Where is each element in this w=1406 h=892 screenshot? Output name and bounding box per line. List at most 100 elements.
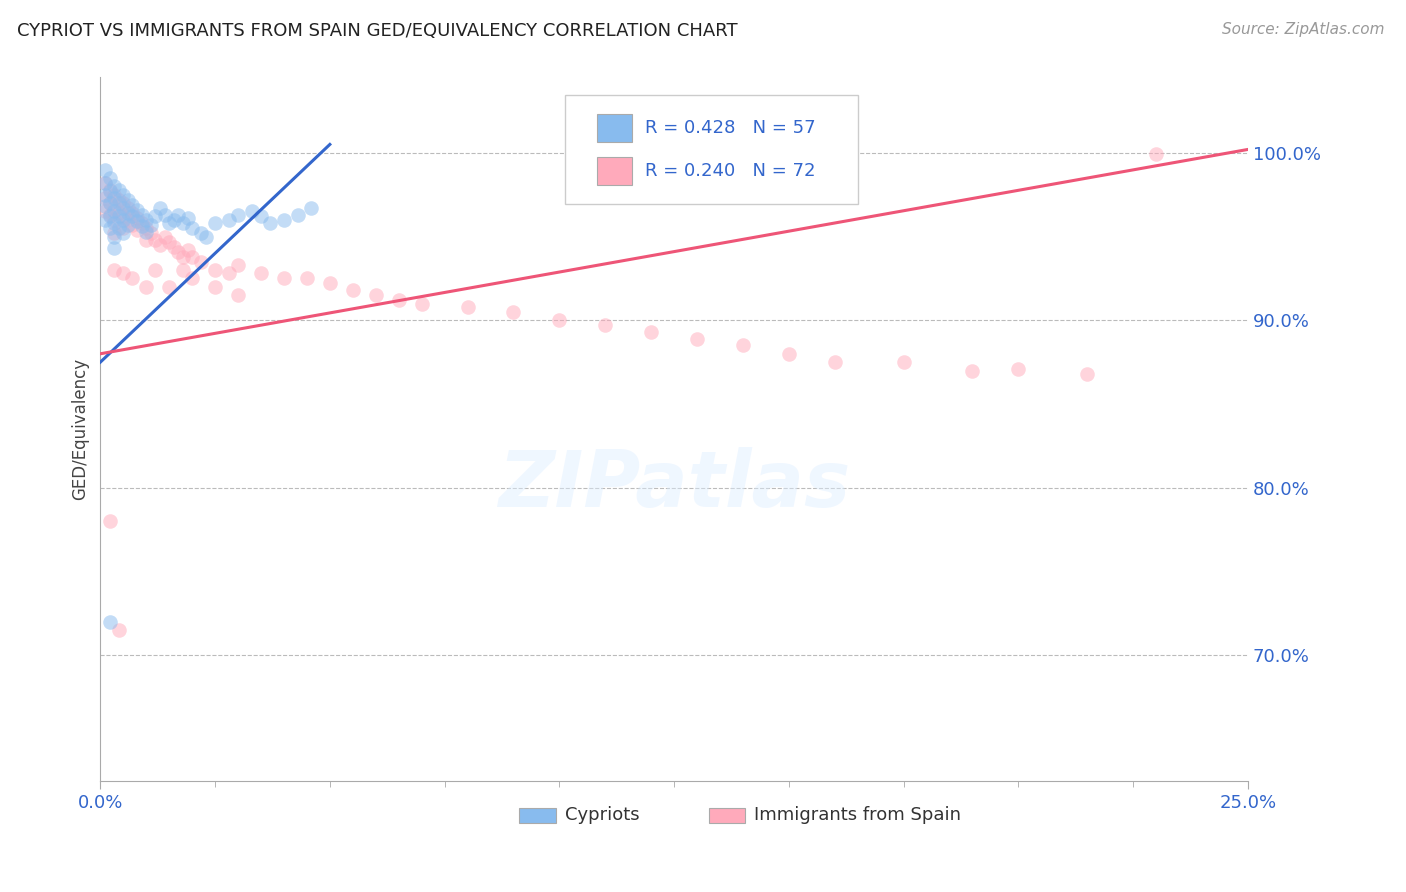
Point xyxy=(319,277,342,291)
Point xyxy=(139,226,162,240)
Point xyxy=(98,184,121,198)
Point xyxy=(686,332,709,346)
Point xyxy=(117,193,139,207)
Point xyxy=(824,355,846,369)
Point xyxy=(107,196,129,211)
Point xyxy=(135,233,157,247)
Point xyxy=(731,338,754,352)
Point xyxy=(125,202,148,217)
Point xyxy=(117,201,139,215)
FancyBboxPatch shape xyxy=(565,95,858,204)
Point xyxy=(157,216,180,230)
Point xyxy=(204,216,226,230)
Point xyxy=(121,210,143,224)
Point xyxy=(181,221,204,235)
Point xyxy=(112,266,135,280)
Point xyxy=(145,210,167,224)
Point xyxy=(364,288,387,302)
Point xyxy=(107,183,129,197)
Point xyxy=(226,288,249,302)
Point xyxy=(103,226,125,240)
Point xyxy=(593,318,616,333)
Point xyxy=(112,196,135,211)
Point xyxy=(121,271,143,285)
Point xyxy=(1144,147,1167,161)
Point xyxy=(194,229,217,244)
Point xyxy=(103,216,125,230)
FancyBboxPatch shape xyxy=(519,807,555,823)
Point xyxy=(204,263,226,277)
Point xyxy=(163,239,186,253)
Point xyxy=(273,212,295,227)
Point xyxy=(139,218,162,232)
Point xyxy=(250,210,273,224)
Point xyxy=(98,514,121,528)
Point xyxy=(125,211,148,226)
Point xyxy=(287,208,309,222)
Point xyxy=(131,208,153,222)
Y-axis label: GED/Equivalency: GED/Equivalency xyxy=(72,358,89,500)
Point xyxy=(893,355,915,369)
Point xyxy=(98,221,121,235)
Point xyxy=(457,300,479,314)
Point xyxy=(107,206,129,220)
Point xyxy=(176,243,198,257)
Point xyxy=(121,206,143,220)
Point xyxy=(135,225,157,239)
FancyBboxPatch shape xyxy=(598,114,631,142)
Point xyxy=(94,187,117,202)
Point xyxy=(962,363,984,377)
Point xyxy=(125,223,148,237)
Point xyxy=(172,263,194,277)
Point xyxy=(107,193,129,207)
Point xyxy=(121,218,143,232)
Point xyxy=(388,293,411,308)
Point xyxy=(181,271,204,285)
Point xyxy=(98,196,121,211)
Point xyxy=(103,201,125,215)
Point xyxy=(131,216,153,230)
Point xyxy=(240,204,263,219)
Point xyxy=(94,191,117,205)
Point xyxy=(98,196,121,211)
Point xyxy=(98,210,121,224)
Point xyxy=(112,210,135,224)
Point xyxy=(172,250,194,264)
Point xyxy=(153,208,176,222)
Text: R = 0.240   N = 72: R = 0.240 N = 72 xyxy=(645,161,815,179)
Point xyxy=(112,212,135,227)
Point xyxy=(117,212,139,227)
Point xyxy=(1007,362,1029,376)
Point xyxy=(273,271,295,285)
Point xyxy=(411,296,433,310)
Point xyxy=(149,238,172,252)
Text: Immigrants from Spain: Immigrants from Spain xyxy=(755,806,962,824)
Point xyxy=(145,263,167,277)
Text: CYPRIOT VS IMMIGRANTS FROM SPAIN GED/EQUIVALENCY CORRELATION CHART: CYPRIOT VS IMMIGRANTS FROM SPAIN GED/EQU… xyxy=(17,22,738,40)
Point xyxy=(98,183,121,197)
Point xyxy=(163,212,186,227)
Point xyxy=(157,235,180,249)
Point xyxy=(259,216,281,230)
Point xyxy=(107,221,129,235)
Point xyxy=(502,305,524,319)
Point xyxy=(117,218,139,232)
Point xyxy=(121,198,143,212)
Point xyxy=(218,212,240,227)
Point xyxy=(103,204,125,219)
Point xyxy=(250,266,273,280)
Point xyxy=(135,280,157,294)
Point xyxy=(1076,367,1098,381)
Point xyxy=(342,283,364,297)
Point xyxy=(107,623,129,637)
Point xyxy=(295,271,318,285)
Point xyxy=(157,280,180,294)
Point xyxy=(167,208,190,222)
Point xyxy=(112,201,135,215)
Point xyxy=(117,206,139,220)
Point xyxy=(98,170,121,185)
Point xyxy=(94,176,117,190)
Point xyxy=(176,211,198,226)
Point xyxy=(172,216,194,230)
Point xyxy=(218,266,240,280)
